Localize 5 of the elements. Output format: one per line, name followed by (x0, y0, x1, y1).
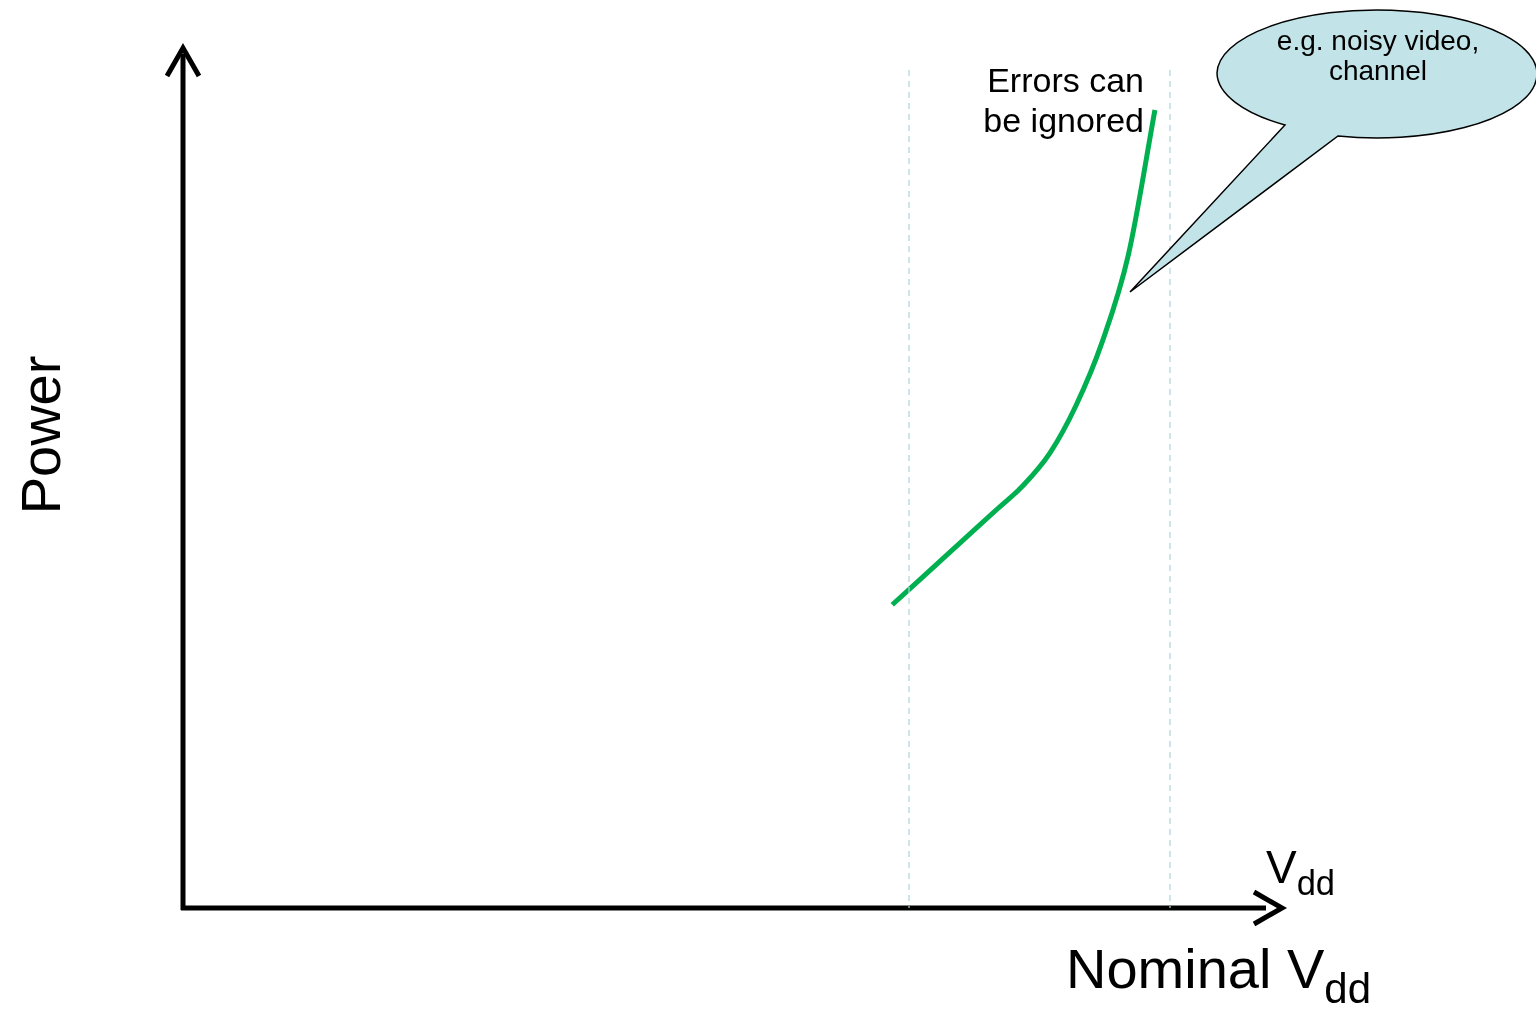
y-axis-title: Power (7, 355, 73, 515)
x-axis-title: V$_{dd}$ (1266, 840, 1336, 904)
text: e.g. noisy video, channel (1276, 25, 1480, 86)
annotation: Errors can be ignored (982, 60, 1144, 140)
text: Nominal V$_{dd}$ (1066, 936, 1372, 1013)
